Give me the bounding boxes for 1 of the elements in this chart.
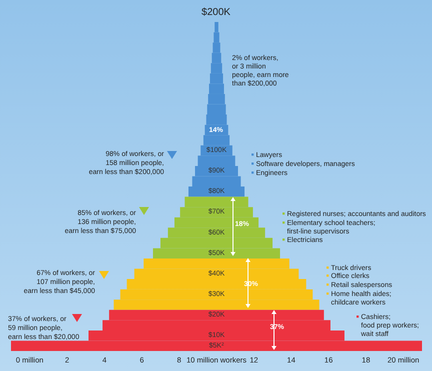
text: $200K [202, 6, 231, 18]
